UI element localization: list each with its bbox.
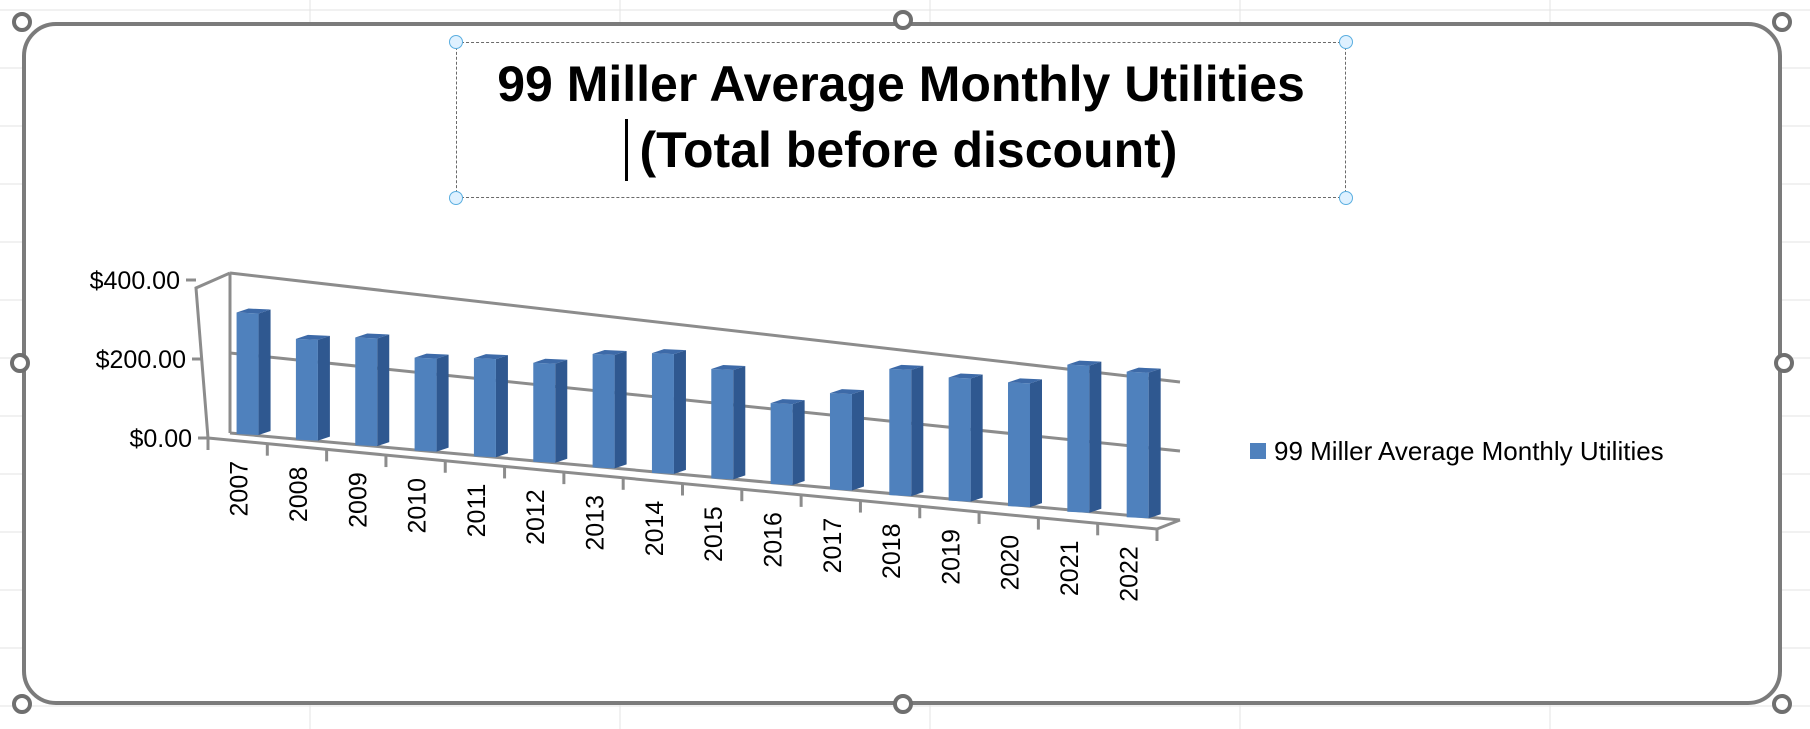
bar-2022[interactable]: [1126, 367, 1161, 519]
bar-2015[interactable]: [711, 365, 746, 480]
bar-2019[interactable]: [948, 373, 983, 502]
chart-resize-handle-top[interactable]: [893, 10, 913, 30]
x-tick-label-2016: 2016: [759, 512, 787, 568]
chart-resize-handle-top-right[interactable]: [1772, 12, 1792, 32]
side-wall-edge: [194, 271, 231, 439]
x-tick-label-2012: 2012: [522, 489, 550, 545]
bar-2009[interactable]: [355, 333, 390, 447]
bar-2017[interactable]: [829, 389, 864, 491]
y-tick-label-0: $0.00: [129, 425, 192, 453]
y-tick-label-1: $200.00: [96, 346, 186, 374]
chart-resize-handle-top-left[interactable]: [12, 12, 32, 32]
text-cursor: [624, 118, 628, 181]
x-tick-label-2013: 2013: [582, 495, 610, 551]
bar-2016[interactable]: [770, 399, 805, 485]
bar-2008[interactable]: [295, 334, 330, 441]
x-tick-label-2011: 2011: [463, 484, 491, 538]
chart-title[interactable]: 99 Miller Average Monthly Utilities: [497, 56, 1305, 112]
x-tick-label-2015: 2015: [700, 506, 728, 562]
bar-2014[interactable]: [651, 349, 686, 474]
chart-resize-handle-left[interactable]: [10, 353, 30, 373]
x-tick-label-2008: 2008: [285, 467, 313, 523]
x-tick-label-2019: 2019: [937, 529, 965, 585]
chart-resize-handle-bottom[interactable]: [893, 694, 913, 714]
chart-subtitle-line[interactable]: (Total before discount): [457, 117, 1345, 183]
x-tick-label-2009: 2009: [344, 472, 372, 528]
floor-right-edge: [1156, 518, 1181, 531]
title-handle-bottom-left[interactable]: [449, 191, 463, 205]
title-handle-top-left[interactable]: [449, 35, 463, 49]
legend-label: 99 Miller Average Monthly Utilities: [1274, 436, 1664, 466]
chart-resize-handle-right[interactable]: [1774, 353, 1794, 373]
x-tick-label-2018: 2018: [878, 523, 906, 579]
bar-2020[interactable]: [1007, 378, 1042, 508]
chart-title-box[interactable]: 99 Miller Average Monthly Utilities (Tot…: [456, 42, 1346, 198]
bar-2018[interactable]: [889, 364, 924, 497]
chart-resize-handle-bottom-right[interactable]: [1772, 694, 1792, 714]
bar-2007[interactable]: [236, 308, 271, 436]
x-tick-label-2020: 2020: [997, 535, 1025, 591]
bar-2021[interactable]: [1067, 360, 1102, 513]
bar-2012[interactable]: [533, 358, 568, 463]
bar-2011[interactable]: [473, 354, 508, 458]
x-tick-label-2014: 2014: [641, 501, 669, 557]
x-tick-label-2021: 2021: [1056, 540, 1084, 596]
y-tick-label-2: $400.00: [90, 267, 180, 295]
title-handle-bottom-right[interactable]: [1339, 191, 1353, 205]
title-handle-top-right[interactable]: [1339, 35, 1353, 49]
chart-subtitle[interactable]: (Total before discount): [639, 122, 1178, 178]
bar-2013[interactable]: [592, 350, 627, 469]
x-tick-label-2022: 2022: [1115, 546, 1143, 602]
bar-2010[interactable]: [414, 353, 449, 452]
x-tick-label-2007: 2007: [226, 461, 254, 517]
chart-resize-handle-bottom-left[interactable]: [12, 694, 32, 714]
legend-swatch: [1250, 443, 1266, 459]
gridline-2: [229, 271, 1181, 384]
x-tick-label-2017: 2017: [819, 518, 847, 574]
x-tick-label-2010: 2010: [404, 478, 432, 534]
